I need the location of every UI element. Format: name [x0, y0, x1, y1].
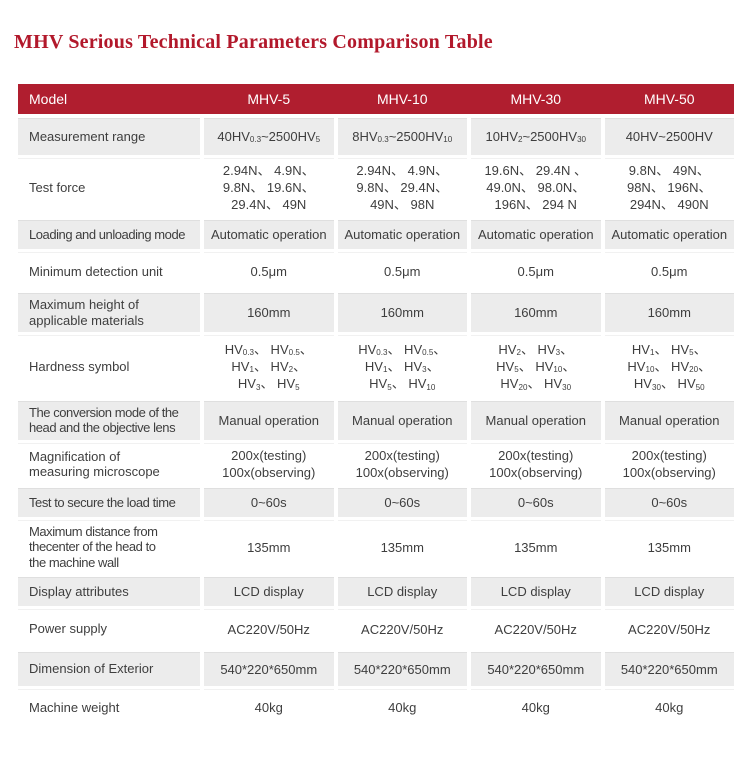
row-label: Loading and unloading mode — [18, 220, 200, 250]
cell-value: Automatic operation — [604, 220, 734, 250]
cell-value: 0.5μm — [204, 252, 334, 291]
row-label: Maximum distance from thecenter of the he… — [18, 520, 200, 575]
cell-value: HV0.3、 HV0.5、 HV1、 HV2、 HV3、 HV5 — [204, 335, 334, 399]
cell-value: 10HV2~2500HV30 — [471, 118, 601, 155]
row-label: Minimum detection unit — [18, 252, 200, 291]
cell-value: 40kg — [604, 689, 734, 727]
cell-value: AC220V/50Hz — [337, 609, 467, 650]
row-label: Test to secure the load time — [18, 488, 200, 518]
cell-value: 200x(testing) 100x(observing) — [471, 442, 601, 486]
cell-value: Manual operation — [337, 401, 467, 440]
cell-value: AC220V/50Hz — [471, 609, 601, 650]
cell-value: 200x(testing) 100x(observing) — [604, 442, 734, 486]
cell-value: 200x(testing) 100x(observing) — [337, 442, 467, 486]
header-mhv-30: MHV-30 — [510, 91, 562, 107]
header-mhv-10: MHV-10 — [376, 91, 428, 107]
row-label: Measurement range — [18, 118, 200, 155]
table-body: Measurement range 40HV0.3~2500HV5 8HV0.3… — [18, 118, 734, 727]
cell-value: 0~60s — [204, 488, 334, 518]
header-mhv-50: MHV-50 — [643, 91, 695, 107]
cell-value: Automatic operation — [337, 220, 467, 250]
cell-value: Manual operation — [204, 401, 334, 440]
header-mhv-5: MHV-5 — [247, 91, 291, 107]
row-label: Power supply — [18, 609, 200, 650]
cell-value: LCD display — [604, 577, 734, 607]
cell-value: 160mm — [604, 293, 734, 333]
cell-value: LCD display — [337, 577, 467, 607]
cell-value: 0.5μm — [471, 252, 601, 291]
cell-value: HV0.3、 HV0.5、 HV1、 HV3、 HV5、 HV10 — [337, 335, 467, 399]
cell-value: HV1、 HV5、 HV10、 HV20、 HV30、 HV50 — [604, 335, 734, 399]
row-label: Magnification of measuring microscope — [18, 442, 200, 486]
cell-value: 0~60s — [337, 488, 467, 518]
cell-value: 160mm — [204, 293, 334, 333]
cell-value: 135mm — [471, 520, 601, 575]
cell-value: 8HV0.3~2500HV10 — [337, 118, 467, 155]
page-title: MHV Serious Technical Parameters Compari… — [14, 31, 493, 53]
cell-value: 135mm — [337, 520, 467, 575]
cell-value: 0~60s — [604, 488, 734, 518]
row-label: The conversion mode of the head and the o… — [18, 401, 200, 440]
cell-value: 2.94N、 4.9N、 9.8N、 19.6N、 29.4N、 49N — [204, 158, 334, 218]
header-model: Model — [29, 91, 68, 107]
cell-value: AC220V/50Hz — [604, 609, 734, 650]
cell-value: 135mm — [204, 520, 334, 575]
cell-value: 0~60s — [471, 488, 601, 518]
table-header-row: Model MHV-5 MHV-10 MHV-30 MHV-50 — [18, 84, 734, 114]
cell-value: 160mm — [471, 293, 601, 333]
cell-value: Automatic operation — [204, 220, 334, 250]
parameters-table: Model MHV-5 MHV-10 MHV-30 MHV-50 Measure… — [18, 84, 734, 727]
cell-value: Manual operation — [471, 401, 601, 440]
cell-value: 540*220*650mm — [604, 652, 734, 687]
row-label: Machine weight — [18, 689, 200, 727]
cell-value: 160mm — [337, 293, 467, 333]
cell-value: 540*220*650mm — [471, 652, 601, 687]
row-label: Display attributes — [18, 577, 200, 607]
cell-value: 9.8N、 49N、 98N、 196N、 294N、 490N — [604, 158, 734, 218]
cell-value: 0.5μm — [604, 252, 734, 291]
cell-value: LCD display — [471, 577, 601, 607]
row-label: Test force — [18, 158, 200, 218]
row-label: Hardness symbol — [18, 335, 200, 399]
row-label: Maximum height of applicable materials — [18, 293, 200, 333]
cell-value: 135mm — [604, 520, 734, 575]
cell-value: 2.94N、 4.9N、 9.8N、 29.4N、 49N、 98N — [337, 158, 467, 218]
cell-value: Automatic operation — [471, 220, 601, 250]
cell-value: 540*220*650mm — [337, 652, 467, 687]
cell-value: 40HV~2500HV — [604, 118, 734, 155]
cell-value: 540*220*650mm — [204, 652, 334, 687]
row-label: Dimension of Exterior — [18, 652, 200, 687]
cell-value: HV2、 HV3、 HV5、 HV10、 HV20、 HV30 — [471, 335, 601, 399]
cell-value: Manual operation — [604, 401, 734, 440]
cell-value: LCD display — [204, 577, 334, 607]
cell-value: 19.6N、 29.4N 、 49.0N、 98.0N、 196N、 294 N — [471, 158, 601, 218]
cell-value: AC220V/50Hz — [204, 609, 334, 650]
cell-value: 0.5μm — [337, 252, 467, 291]
cell-value: 40HV0.3~2500HV5 — [204, 118, 334, 155]
cell-value: 200x(testing) 100x(observing) — [204, 442, 334, 486]
cell-value: 40kg — [204, 689, 334, 727]
cell-value: 40kg — [471, 689, 601, 727]
cell-value: 40kg — [337, 689, 467, 727]
